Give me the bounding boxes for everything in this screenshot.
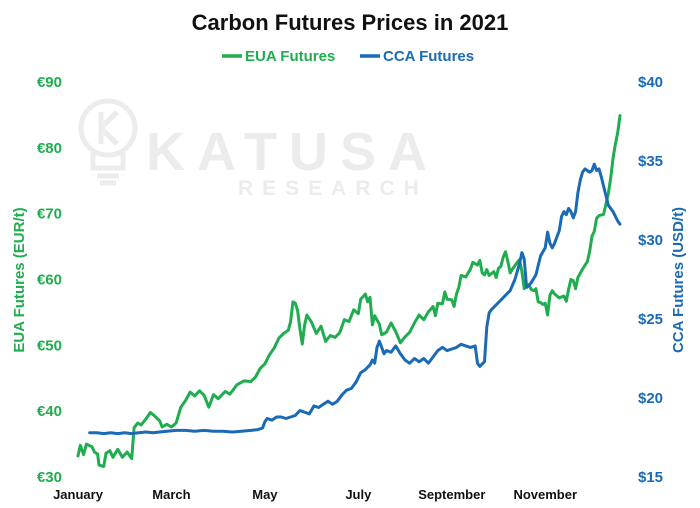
x-tick-label: March — [152, 487, 190, 502]
x-tick-label: November — [513, 487, 577, 502]
legend-label-cca: CCA Futures — [383, 48, 474, 65]
x-tick-label: July — [345, 487, 372, 502]
watermark-bulb-icon — [78, 98, 138, 186]
y-left-axis-title: EUA Futures (EUR/t) — [11, 207, 28, 352]
legend-label-eua: EUA Futures — [245, 48, 335, 65]
series-line-eua — [76, 114, 622, 468]
watermark: KATUSA RESEARCH — [78, 98, 439, 200]
y-right-tick-label: $20 — [638, 390, 663, 407]
y-right-tick-label: $30 — [638, 232, 663, 249]
y-right-tick-label: $40 — [638, 74, 663, 91]
y-right-tick-label: $15 — [638, 469, 663, 486]
y-right-tick-label: $35 — [638, 153, 663, 170]
chart-title: Carbon Futures Prices in 2021 — [192, 10, 509, 35]
x-tick-label: May — [252, 487, 278, 502]
y-left-axis: €30 €40 €50 €60 €70 €80 €90 — [37, 74, 62, 486]
y-right-axis: $15 $20 $25 $30 $35 $40 — [638, 74, 663, 486]
y-left-tick-label: €60 — [37, 272, 62, 289]
x-axis: January March May July September November — [53, 487, 577, 502]
watermark-sub: RESEARCH — [238, 177, 428, 200]
legend: EUA Futures CCA Futures — [222, 48, 474, 65]
y-left-tick-label: €30 — [37, 469, 62, 486]
y-left-tick-label: €40 — [37, 403, 62, 420]
plot-area — [76, 114, 622, 468]
y-right-axis-title: CCA Futures (USD/t) — [670, 207, 687, 353]
watermark-brand: KATUSA — [146, 122, 439, 182]
series-line-cca — [88, 162, 622, 436]
y-left-tick-label: €90 — [37, 74, 62, 91]
y-left-tick-label: €80 — [37, 140, 62, 157]
y-left-tick-label: €50 — [37, 337, 62, 354]
y-right-tick-label: $25 — [638, 311, 663, 328]
y-left-tick-label: €70 — [37, 206, 62, 223]
x-tick-label: September — [418, 487, 485, 502]
x-tick-label: January — [53, 487, 104, 502]
